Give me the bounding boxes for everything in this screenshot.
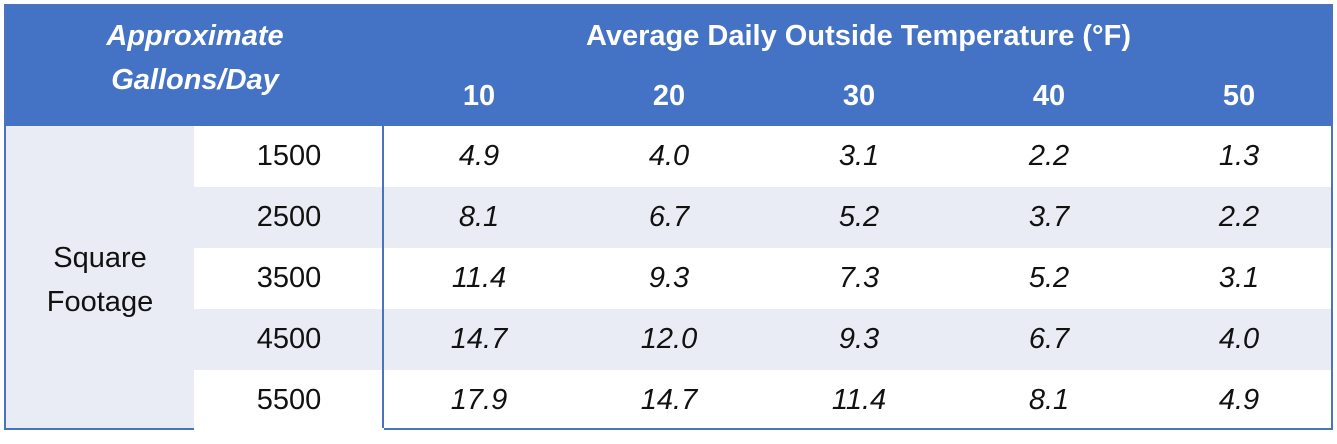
table-row: 2500 8.1 6.7 5.2 3.7 2.2 — [6, 187, 1331, 248]
value-cell: 14.7 — [450, 323, 508, 355]
column-divider — [382, 126, 384, 428]
temp-col-40: 40 — [1032, 80, 1066, 112]
table-header: Approximate Gallons/Day Average Daily Ou… — [6, 6, 1331, 126]
value-cell: 11.4 — [451, 262, 507, 294]
value-cell: 4.0 — [1218, 323, 1260, 355]
table-body: 1500 4.9 4.0 3.1 2.2 1.3 2500 8.1 6.7 5.… — [6, 126, 1331, 431]
corner-header: Approximate Gallons/Day — [6, 6, 384, 126]
square-footage-label: Square Footage — [6, 126, 194, 428]
value-cell: 8.1 — [458, 201, 500, 233]
sqft-cell: 2500 — [194, 187, 384, 248]
row-group-line-1: Square — [53, 242, 147, 274]
temp-col-50: 50 — [1222, 80, 1256, 112]
value-cell: 4.9 — [1218, 384, 1260, 416]
sqft-cell: 5500 — [194, 370, 384, 431]
value-cell: 6.7 — [648, 201, 690, 233]
temp-col-30: 30 — [842, 80, 876, 112]
temperature-title: Average Daily Outside Temperature (°F) — [585, 20, 1132, 52]
row-group-line-2: Footage — [46, 286, 154, 318]
table-row: 4500 14.7 12.0 9.3 6.7 4.0 — [6, 309, 1331, 370]
corner-line-2: Gallons/Day — [111, 64, 279, 96]
value-cell: 17.9 — [450, 384, 508, 416]
value-cell: 5.2 — [1028, 262, 1070, 294]
table-row: 1500 4.9 4.0 3.1 2.2 1.3 — [6, 126, 1331, 187]
value-cell: 9.3 — [838, 323, 880, 355]
value-cell: 3.7 — [1028, 201, 1070, 233]
sqft-cell: 4500 — [194, 309, 384, 370]
value-cell: 1.3 — [1218, 140, 1260, 172]
sqft-cell: 1500 — [194, 126, 384, 187]
value-cell: 12.0 — [640, 323, 698, 355]
sqft-cell: 3500 — [194, 248, 384, 309]
value-cell: 2.2 — [1218, 201, 1260, 233]
value-cell: 3.1 — [1218, 262, 1260, 294]
value-cell: 6.7 — [1028, 323, 1070, 355]
table-row: 5500 17.9 14.7 11.4 8.1 4.9 — [6, 370, 1331, 431]
gallons-table: Approximate Gallons/Day Average Daily Ou… — [4, 4, 1333, 431]
value-cell: 3.1 — [838, 140, 880, 172]
value-cell: 4.0 — [648, 140, 690, 172]
temp-col-20: 20 — [652, 80, 686, 112]
temp-col-10: 10 — [462, 80, 496, 112]
value-cell: 2.2 — [1028, 140, 1070, 172]
value-cell: 8.1 — [1028, 384, 1070, 416]
value-cell: 4.9 — [458, 140, 500, 172]
value-cell: 5.2 — [838, 201, 880, 233]
corner-line-1: Approximate — [106, 20, 284, 52]
value-cell: 11.4 — [831, 384, 887, 416]
value-cell: 9.3 — [648, 262, 690, 294]
value-cell: 7.3 — [838, 262, 880, 294]
table-row: 3500 11.4 9.3 7.3 5.2 3.1 — [6, 248, 1331, 309]
value-cell: 14.7 — [640, 384, 698, 416]
